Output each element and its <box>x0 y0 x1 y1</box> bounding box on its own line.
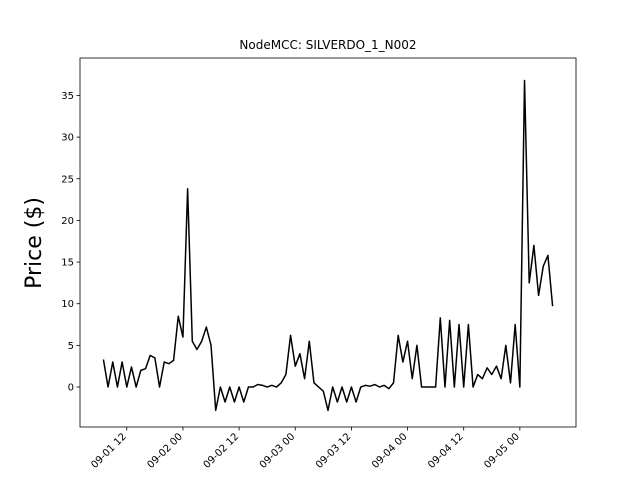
plot-frame <box>79 57 577 428</box>
y-tick-label: 25 <box>61 174 74 185</box>
y-tick-label: 0 <box>68 383 74 394</box>
y-tick-label: 20 <box>61 216 74 227</box>
x-tick-label: 09-02 00 <box>145 431 185 471</box>
x-tick-label: 09-03 00 <box>258 431 298 471</box>
x-tick-label: 09-02 12 <box>202 431 242 471</box>
y-tick-label: 35 <box>61 91 74 102</box>
x-tick-label: 09-05 00 <box>482 431 522 471</box>
chart-title: NodeMCC: SILVERDO_1_N002 <box>239 38 416 52</box>
y-tick-label: 5 <box>68 341 74 352</box>
x-tick-label: 09-03 12 <box>314 431 354 471</box>
x-tick-label: 09-01 12 <box>89 431 129 471</box>
price-line <box>102 79 554 412</box>
y-tick-label: 30 <box>61 133 74 144</box>
y-axis-label: Price ($) <box>22 197 47 289</box>
y-tick-label: 10 <box>61 299 74 310</box>
x-tick-label: 09-04 12 <box>426 431 466 471</box>
y-tick-label: 15 <box>61 258 74 269</box>
x-tick-label: 09-04 00 <box>370 431 410 471</box>
